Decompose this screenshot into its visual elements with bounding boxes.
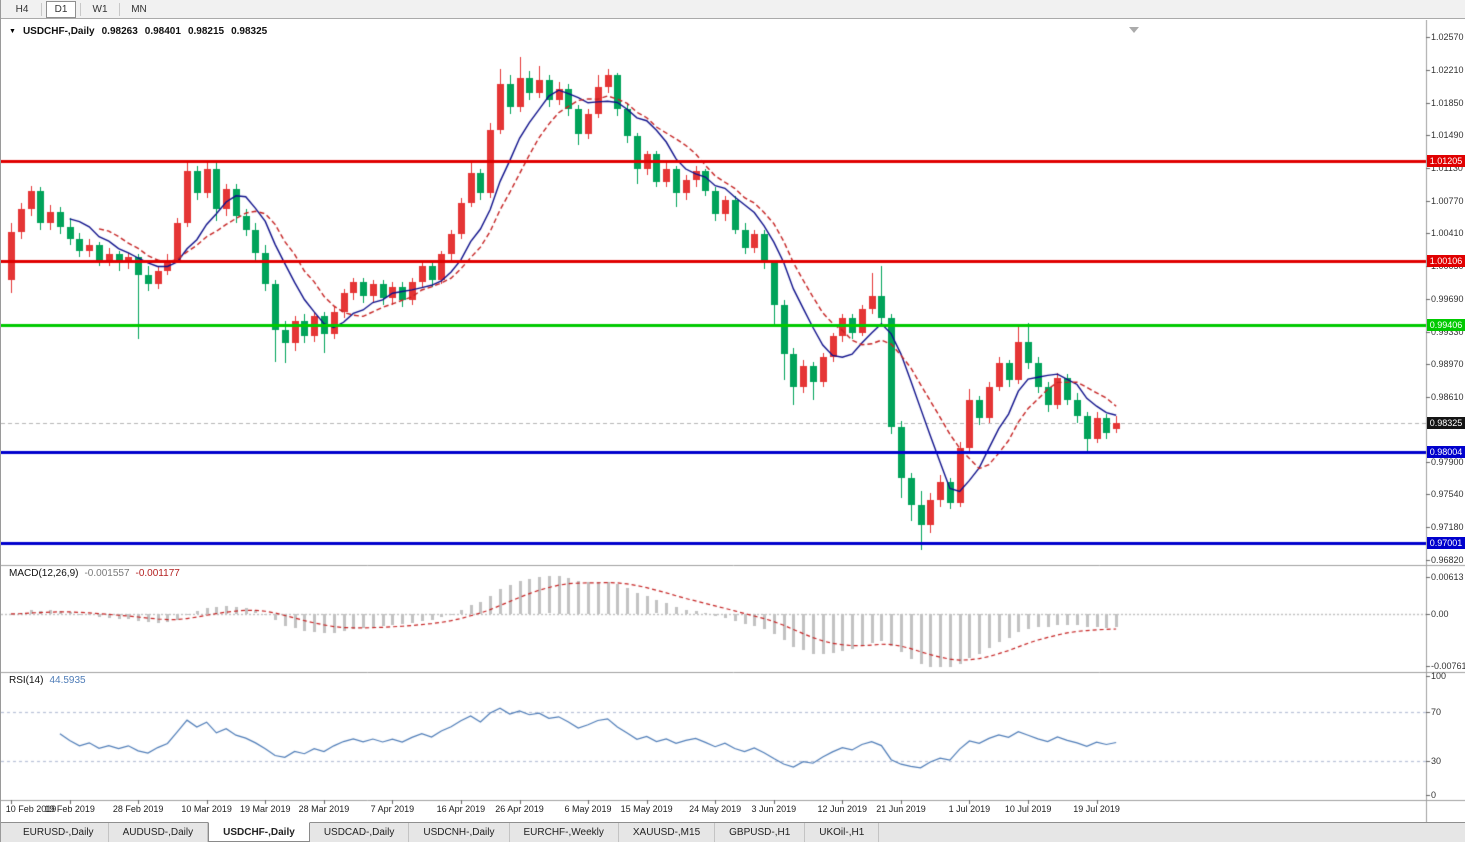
rsi-indicator-label: RSI(14) 44.5935 bbox=[9, 675, 86, 686]
chart-canvas[interactable] bbox=[1, 20, 1465, 822]
time-scale[interactable] bbox=[1, 800, 1426, 822]
chart-tab-audusd-daily[interactable]: AUDUSD-,Daily bbox=[109, 823, 209, 842]
price-scale[interactable] bbox=[1426, 20, 1465, 802]
chart-tab-bar: EURUSD-,Daily AUDUSD-,Daily USDCHF-,Daily U… bbox=[1, 822, 1465, 842]
timeframe-button-mn[interactable]: MN bbox=[131, 3, 147, 15]
timeframe-toolbar: H4 D1 W1 MN bbox=[1, 0, 1465, 19]
toolbar-separator bbox=[80, 2, 81, 16]
chart-tab-eurusd-daily[interactable]: EURUSD-,Daily bbox=[9, 823, 109, 842]
macd-value: -0.001557 bbox=[84, 568, 130, 579]
timeframe-button-h4[interactable]: H4 bbox=[15, 3, 29, 15]
ohlc-close: 0.98325 bbox=[231, 26, 268, 37]
ohlc-open: 0.98263 bbox=[101, 26, 138, 37]
chart-tab-xauusd-m15[interactable]: XAUUSD-,M15 bbox=[619, 823, 716, 842]
rsi-value: 44.5935 bbox=[49, 675, 86, 686]
timeframe-button-d1[interactable]: D1 bbox=[46, 0, 76, 18]
macd-signal-value: -0.001177 bbox=[135, 568, 180, 579]
timeframe-button-w1[interactable]: W1 bbox=[92, 3, 108, 15]
chart-symbol-dropdown-icon: ▼ bbox=[9, 28, 16, 35]
toolbar-separator bbox=[119, 2, 120, 16]
chart-title: ▼ USDCHF-,Daily 0.98263 0.98401 0.98215 … bbox=[9, 26, 267, 37]
chart-tab-usdcad-daily[interactable]: USDCAD-,Daily bbox=[310, 823, 410, 842]
ohlc-low: 0.98215 bbox=[187, 26, 225, 37]
chart-tab-usdchf-daily[interactable]: USDCHF-,Daily bbox=[208, 822, 310, 842]
macd-indicator-label: MACD(12,26,9) -0.001557 -0.001177 bbox=[9, 568, 180, 579]
chart-tab-eurchf-weekly[interactable]: EURCHF-,Weekly bbox=[510, 823, 619, 842]
toolbar-separator bbox=[41, 2, 42, 16]
chart-tab-usdcnh-daily[interactable]: USDCNH-,Daily bbox=[409, 823, 510, 842]
macd-name: MACD(12,26,9) bbox=[9, 568, 79, 579]
chart-symbol-period: USDCHF-,Daily bbox=[22, 26, 95, 37]
chart-tab-gbpusd-h1[interactable]: GBPUSD-,H1 bbox=[715, 823, 806, 842]
chart-shift-marker-icon bbox=[1129, 27, 1139, 33]
rsi-name: RSI(14) bbox=[9, 675, 44, 686]
chart-tab-ukoil-h1[interactable]: UKOil-,H1 bbox=[805, 823, 880, 842]
ohlc-high: 0.98401 bbox=[144, 26, 181, 37]
